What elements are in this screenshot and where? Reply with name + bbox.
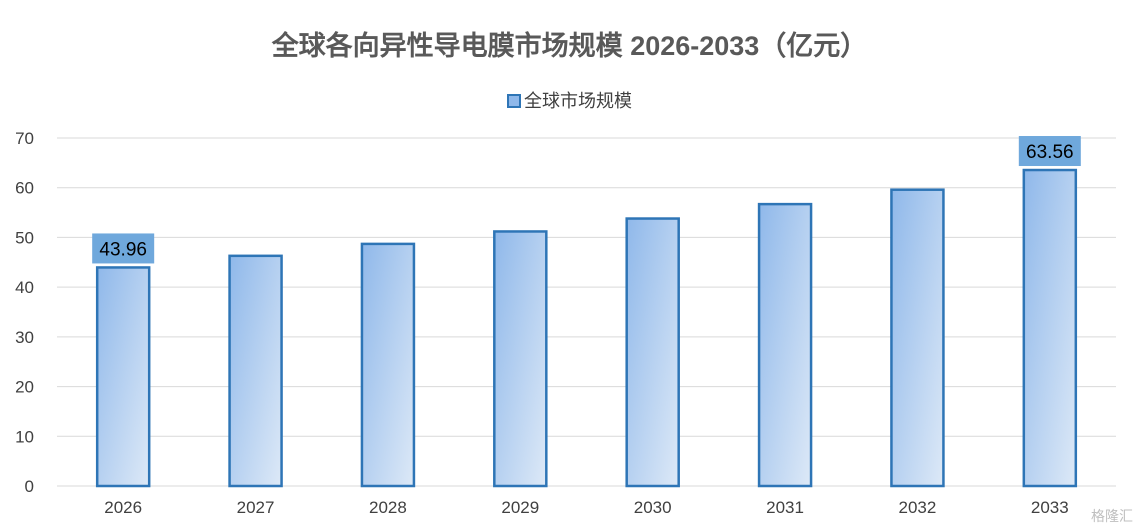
x-tick-label: 2033 [1031, 498, 1069, 517]
legend: 全球市场规模 [0, 87, 1139, 113]
y-tick-label: 50 [15, 228, 34, 247]
bar-2031 [757, 202, 813, 488]
bar-2028 [360, 242, 416, 488]
y-tick-label: 40 [15, 278, 34, 297]
bar-2027 [228, 254, 283, 488]
y-tick-label: 10 [15, 427, 34, 446]
x-tick-label: 2030 [634, 498, 672, 517]
y-tick-label: 20 [15, 378, 34, 397]
bar-2026 [95, 266, 151, 488]
y-tick-label: 0 [25, 477, 34, 496]
x-tick-label: 2027 [237, 498, 275, 517]
chart-title: 全球各向异性导电膜市场规模 2026-2033（亿元） [271, 31, 868, 61]
bar-2030 [625, 217, 680, 488]
x-tick-label: 2026 [104, 498, 142, 517]
y-tick-label: 30 [15, 328, 34, 347]
x-tick-label: 2032 [899, 498, 937, 517]
bar-2033 [1022, 168, 1078, 488]
data-label-box [92, 233, 155, 264]
data-label: 43.96 [99, 239, 147, 260]
x-tick-label: 2029 [501, 498, 539, 517]
watermark-logo: 格隆汇 [1091, 509, 1133, 525]
bar-2029 [493, 230, 548, 488]
legend-swatch [507, 93, 521, 108]
bar-2032 [890, 188, 945, 488]
legend-label: 全球市场规模 [524, 91, 632, 111]
x-tick-label: 2031 [766, 498, 804, 517]
data-label: 63.56 [1026, 142, 1074, 163]
y-tick-label: 60 [15, 179, 34, 198]
y-tick-label: 70 [15, 129, 34, 148]
data-label-box [1018, 136, 1081, 167]
x-tick-label: 2028 [369, 498, 407, 517]
